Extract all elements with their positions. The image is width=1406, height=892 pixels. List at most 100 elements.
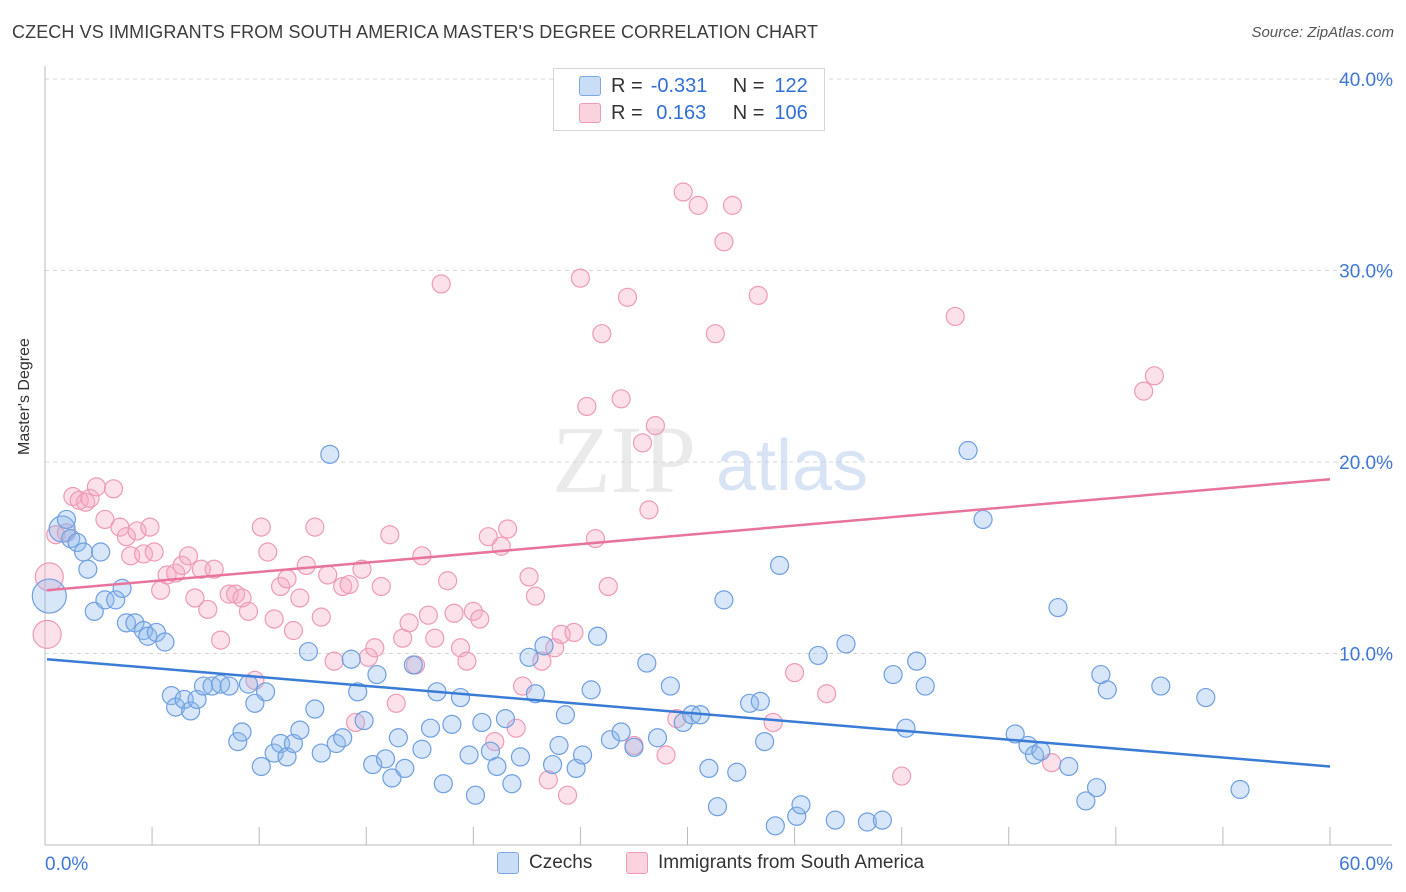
legend-n-value: 106	[774, 101, 808, 124]
point-south-america	[611, 389, 631, 409]
point-czechs	[255, 682, 276, 702]
point-czechs	[298, 641, 319, 662]
series-czechs-points	[31, 440, 1250, 836]
point-south-america	[714, 232, 734, 252]
point-czechs	[67, 532, 87, 553]
point-south-america	[238, 601, 259, 621]
point-czechs	[915, 676, 935, 696]
point-czechs	[31, 578, 67, 614]
point-czechs	[660, 676, 680, 696]
point-czechs	[1086, 777, 1107, 798]
point-south-america	[570, 268, 591, 288]
point-czechs	[354, 710, 374, 731]
point-south-america	[592, 324, 612, 344]
point-czechs	[395, 758, 415, 779]
legend-r-label: R =	[611, 74, 643, 97]
point-czechs	[56, 509, 77, 530]
point-south-america	[80, 488, 100, 508]
point-czechs	[264, 743, 284, 763]
point-south-america	[371, 576, 391, 597]
point-czechs	[1031, 741, 1051, 761]
point-south-america	[506, 718, 526, 738]
point-czechs	[519, 647, 539, 667]
point-czechs	[305, 699, 325, 719]
point-czechs	[388, 728, 408, 748]
chart-title: CZECH VS IMMIGRANTS FROM SOUTH AMERICA M…	[12, 22, 819, 42]
point-czechs	[290, 720, 310, 740]
point-south-america	[380, 525, 400, 545]
point-south-america	[817, 684, 837, 704]
point-south-america	[95, 509, 115, 530]
point-czechs	[161, 686, 181, 706]
point-south-america	[412, 546, 432, 566]
point-south-america	[485, 731, 505, 752]
point-czechs	[1048, 597, 1068, 618]
point-south-america	[945, 306, 965, 327]
legend-n-label: N =	[732, 101, 765, 124]
point-south-america	[283, 620, 304, 641]
point-czechs	[232, 722, 252, 742]
point-czechs	[624, 737, 644, 757]
legend-n-label: N =	[732, 74, 765, 97]
point-south-america	[1144, 366, 1164, 386]
axes	[44, 66, 1392, 846]
point-south-america	[264, 609, 284, 629]
point-czechs	[320, 444, 340, 464]
point-czechs	[348, 682, 368, 702]
point-czechs	[333, 728, 353, 748]
point-czechs	[750, 691, 770, 711]
point-south-america	[185, 588, 205, 608]
y-tick-label: 20.0%	[1339, 453, 1393, 474]
point-south-america	[532, 651, 552, 671]
point-czechs	[572, 745, 593, 765]
point-czechs	[403, 655, 423, 675]
point-south-america	[311, 607, 331, 627]
point-czechs	[549, 735, 569, 756]
point-south-america	[305, 517, 325, 537]
point-south-america	[339, 574, 359, 595]
point-south-america	[204, 559, 224, 579]
point-czechs	[647, 728, 668, 748]
point-south-america	[178, 546, 199, 566]
trend-line-czechs	[46, 657, 1331, 768]
trend-lines	[46, 477, 1331, 768]
point-czechs	[791, 795, 811, 815]
point-south-america	[577, 396, 597, 417]
watermark: ZIP atlas	[552, 406, 868, 513]
point-czechs	[502, 774, 522, 794]
point-czechs	[857, 812, 878, 832]
point-czechs	[637, 653, 657, 673]
point-south-america	[892, 766, 912, 786]
point-south-america	[290, 588, 310, 608]
point-south-america	[324, 651, 344, 671]
point-czechs	[510, 747, 531, 767]
point-czechs	[727, 762, 747, 782]
legend-swatch-czechs	[497, 852, 519, 874]
point-czechs	[787, 806, 807, 826]
point-south-america	[1134, 381, 1154, 401]
legend-swatch-south-america	[626, 852, 648, 874]
point-czechs	[765, 816, 785, 836]
y-tick-label: 10.0%	[1339, 645, 1393, 666]
point-south-america	[585, 528, 606, 549]
point-czechs	[341, 649, 361, 669]
point-czechs	[433, 774, 453, 794]
point-south-america	[296, 555, 316, 576]
point-czechs	[487, 756, 507, 777]
point-czechs	[450, 687, 471, 708]
y-axis-title: Master's Degree	[16, 338, 33, 455]
point-south-america	[763, 712, 783, 733]
point-south-america	[688, 195, 708, 215]
point-czechs	[155, 632, 175, 652]
point-south-america	[598, 576, 618, 597]
chart-source: Source: ZipAtlas.com	[1251, 24, 1394, 41]
point-south-america	[538, 770, 558, 790]
point-south-america	[470, 609, 490, 629]
point-czechs	[472, 712, 492, 733]
point-south-america	[748, 285, 768, 305]
x-tick-label: 60.0%	[1339, 854, 1393, 875]
legend-label-south-america: Immigrants from South America	[658, 852, 925, 873]
point-south-america	[438, 571, 458, 591]
point-south-america	[557, 785, 578, 805]
point-south-america	[103, 479, 124, 499]
